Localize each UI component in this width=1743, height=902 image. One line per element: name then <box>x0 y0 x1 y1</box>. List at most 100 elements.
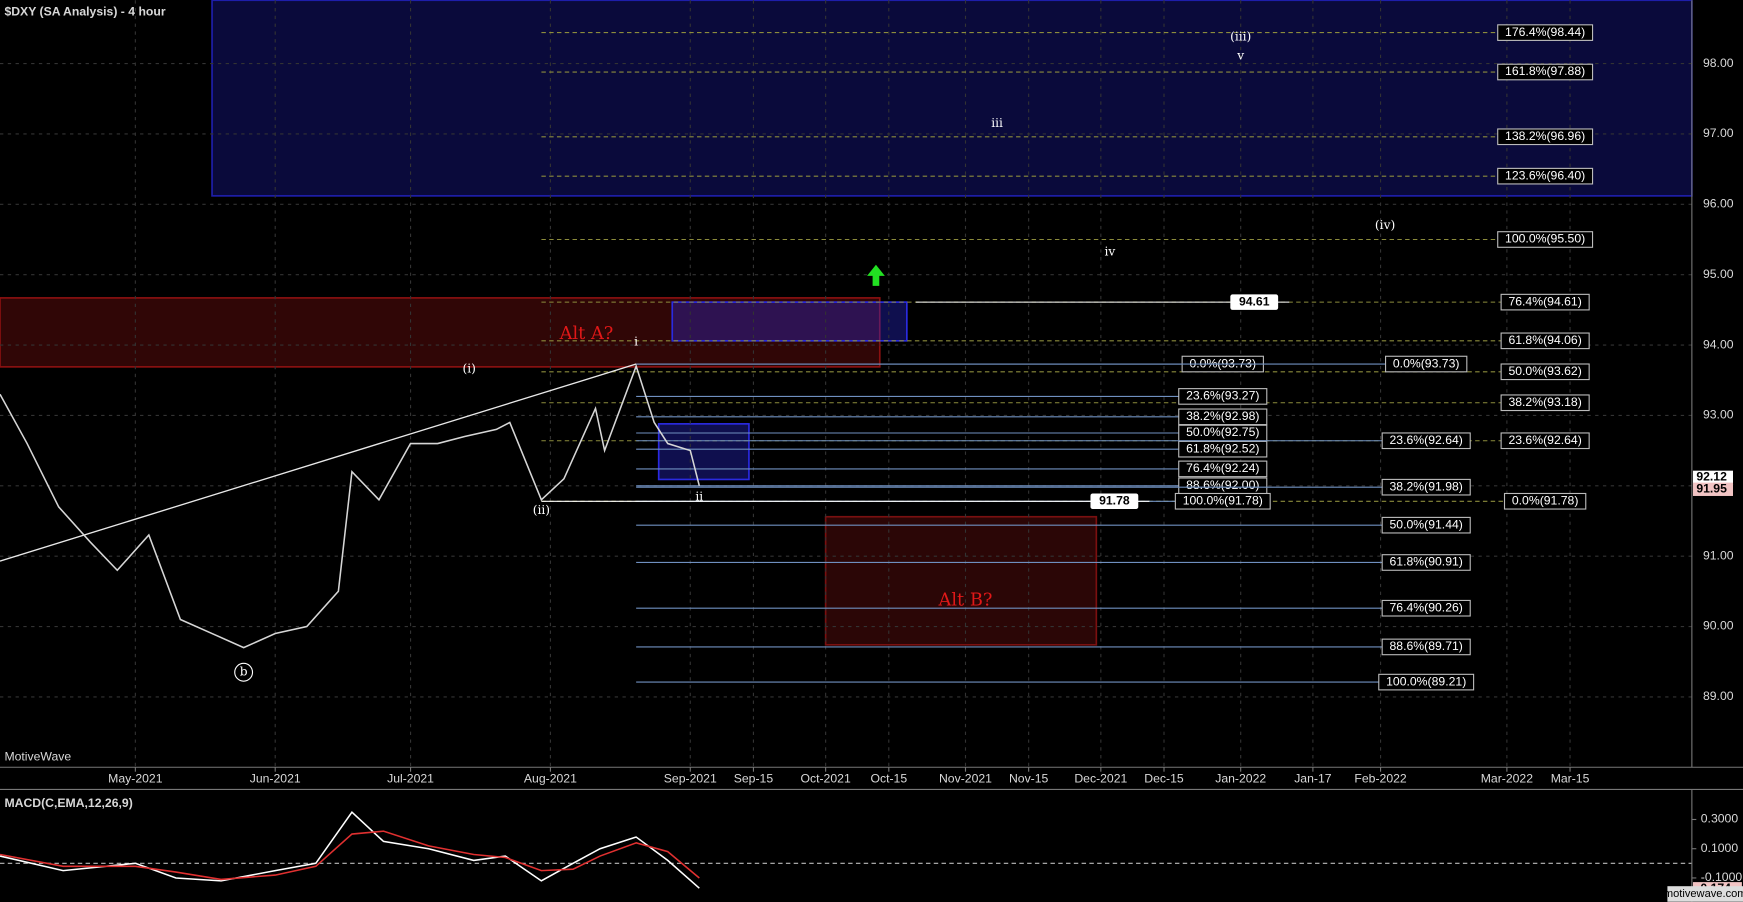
fib-label-box <box>1378 673 1475 691</box>
y-tick-label: 95.00 <box>1703 267 1734 281</box>
fib-label-box <box>1497 231 1594 248</box>
fib-label-box <box>1500 293 1590 311</box>
y-tick-label: 91.00 <box>1703 548 1734 562</box>
alt-label: Alt B? <box>938 589 993 610</box>
fib-label-box <box>1178 388 1268 405</box>
x-tick-label: Nov-2021 <box>939 772 992 786</box>
x-tick-label: Sep-2021 <box>664 772 717 786</box>
fib-label-box <box>1178 408 1268 426</box>
zone <box>0 297 881 368</box>
price-tag-box <box>1230 294 1279 310</box>
fib-label: 0.0%(93.73) <box>1393 356 1460 370</box>
trendline <box>0 363 637 562</box>
y-tick-label: 89.00 <box>1703 689 1734 703</box>
fib-label: 100.0%(95.50) <box>1505 232 1585 246</box>
wave-label: (iii) <box>1230 29 1251 43</box>
x-tick-label: Nov-15 <box>1009 772 1049 786</box>
y-tick-label: 94.00 <box>1703 337 1734 351</box>
fib-label: 23.6%(92.64) <box>1508 433 1581 447</box>
wave-label: iv <box>1104 245 1115 259</box>
wave-label: v <box>1236 48 1244 62</box>
fib-label: 88.6%(92.00) <box>1186 478 1259 492</box>
x-tick-label: Oct-15 <box>870 772 907 786</box>
up-arrow <box>867 264 885 286</box>
fib-label: 38.2%(93.18) <box>1508 395 1581 409</box>
y-tick-label: -0.1000 <box>1701 870 1743 884</box>
fib-label-box <box>1497 167 1594 185</box>
fib-label-box <box>1178 460 1268 478</box>
y-tick-label: 96.00 <box>1703 197 1734 211</box>
fib-label-box <box>1381 516 1471 534</box>
fib-label: 61.8%(90.91) <box>1390 555 1463 569</box>
fib-label-box <box>1500 432 1590 450</box>
fib-label: 23.6%(92.64) <box>1390 433 1463 447</box>
fib-label-box <box>1178 440 1268 458</box>
last-price-box <box>1692 470 1733 485</box>
x-tick-label: Jun-2021 <box>250 772 301 786</box>
x-tick-label: Oct-2021 <box>800 772 850 786</box>
price-tag: 91.78 <box>1099 493 1130 507</box>
x-tick-label: Jul-2021 <box>387 772 434 786</box>
fib-label: 50.0%(91.44) <box>1390 517 1463 531</box>
y-tick-label: 93.00 <box>1703 408 1734 422</box>
fib-label-box <box>1174 492 1271 510</box>
fib-label-box <box>1381 554 1471 571</box>
x-tick-label: Sep-15 <box>734 772 774 786</box>
fib-label: 0.0%(93.73) <box>1189 356 1256 370</box>
x-tick-label: Mar-15 <box>1551 772 1590 786</box>
fib-label-box <box>1500 363 1590 381</box>
x-tick-label: Dec-2021 <box>1074 772 1127 786</box>
wave-label: b <box>240 665 248 679</box>
x-tick-label: Aug-2021 <box>524 772 577 786</box>
fib-label-box <box>1381 478 1471 496</box>
fib-label: 23.6%(93.27) <box>1186 389 1259 403</box>
zone <box>657 423 750 481</box>
fib-label-box <box>1503 492 1587 510</box>
fib-label: 76.4%(92.24) <box>1186 461 1259 475</box>
last-price-box <box>1692 482 1733 496</box>
fib-label: 76.4%(94.61) <box>1508 294 1581 308</box>
fib-label: 38.2%(91.98) <box>1390 479 1463 493</box>
price-tag-box <box>1090 493 1139 510</box>
fib-label: 0.0%(91.78) <box>1512 493 1579 507</box>
fib-label: 100.0%(89.21) <box>1386 674 1466 688</box>
fib-label: 61.8%(92.52) <box>1186 441 1259 455</box>
macd-title: MACD(C,EMA,12,26,9) <box>4 796 132 810</box>
fib-label: 61.8%(94.06) <box>1508 333 1581 347</box>
x-tick-label: Dec-15 <box>1144 772 1184 786</box>
site: motivewave.com <box>1664 888 1743 900</box>
price-tag: 94.61 <box>1239 294 1270 308</box>
wave-circle <box>234 662 254 682</box>
alt-label: Alt A? <box>559 323 614 344</box>
site-box <box>1667 886 1743 902</box>
y-tick-label: 90.00 <box>1703 619 1734 633</box>
wave-label: iii <box>991 116 1003 130</box>
fib-label-box <box>1500 394 1590 412</box>
fib-label-box <box>1500 332 1590 350</box>
wave-label: (ii) <box>533 503 550 517</box>
x-tick-label: Feb-2022 <box>1354 772 1407 786</box>
x-tick-label: Jan-17 <box>1294 772 1332 786</box>
fib-label-box <box>1381 638 1471 656</box>
fib-label: 50.0%(93.62) <box>1508 364 1581 378</box>
last-price: 91.95 <box>1696 482 1727 496</box>
fib-label-box <box>1497 63 1594 81</box>
y-tick-label: 0.3000 <box>1701 812 1739 826</box>
y-tick-label: 0.1000 <box>1701 841 1739 855</box>
brand: MotiveWave <box>4 749 71 763</box>
fib-label: 100.0%(91.78) <box>1183 493 1263 507</box>
fib-label-box <box>1381 599 1471 617</box>
fib-label-box <box>1497 24 1594 41</box>
fib-label: 76.4%(90.26) <box>1390 600 1463 614</box>
x-tick-label: Mar-2022 <box>1481 772 1533 786</box>
x-tick-label: May-2021 <box>108 772 163 786</box>
fib-label: 88.6%(89.71) <box>1390 639 1463 653</box>
y-tick-label: 97.00 <box>1703 126 1734 140</box>
zone <box>211 0 1693 197</box>
fib-label: 161.8%(97.88) <box>1505 64 1585 78</box>
wave-label: (i) <box>462 361 475 375</box>
macd-line <box>0 830 700 881</box>
macd-line <box>0 810 700 889</box>
